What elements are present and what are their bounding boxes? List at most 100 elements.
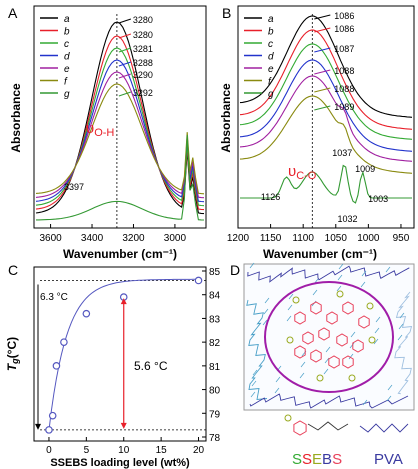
panel-a-legend-label-a: a xyxy=(64,14,70,25)
pva-oh xyxy=(361,270,367,277)
panel-b-spectrum-f xyxy=(239,95,413,174)
sulfonate-group xyxy=(366,302,374,310)
panel-a-legend-label-d: d xyxy=(64,52,70,63)
pva-oh xyxy=(252,369,258,376)
pva-oh xyxy=(362,399,368,406)
pva-oh xyxy=(325,346,331,353)
pva-chain xyxy=(394,291,413,395)
panel-b-xtick-label: 950 xyxy=(393,233,410,244)
panel-b-spectrum-g xyxy=(240,164,412,204)
panel-b-letter: B xyxy=(222,5,231,21)
panel-c-ylabel-sub: g xyxy=(10,358,20,365)
legend-molecules xyxy=(284,414,409,433)
panel-b-xtick-label: 1200 xyxy=(227,233,250,244)
panel-a-peak-pointer-e xyxy=(118,73,132,79)
pva-chain xyxy=(247,265,410,283)
panel-c-ylabel-unit: (°C) xyxy=(5,337,19,358)
panel-b-spectrum-e xyxy=(239,75,413,162)
panel-a-peak-label-a: 3280 xyxy=(133,15,153,25)
panel-c-ylabel: Tg(°C) xyxy=(5,337,20,371)
panel-a-mode-label: υO-H xyxy=(86,120,114,139)
pva-oh xyxy=(262,319,268,326)
pva-oh xyxy=(251,380,257,387)
panel-a-peak-label-d: 3288 xyxy=(133,58,153,68)
panel-a-xlabel: Wavenumber (cm⁻¹) xyxy=(63,247,177,261)
panel-b-legend-label-f: f xyxy=(268,77,272,88)
panel-a-xtick-label: 3200 xyxy=(122,233,145,244)
legend-ssebs-letter: B xyxy=(322,451,332,468)
panel-c: C Tg(°C) SSEBS loading level (wt%) 0 5 10 1… xyxy=(5,262,221,469)
legend-sulfonate xyxy=(284,414,292,422)
panel-c-point xyxy=(82,309,91,318)
panel-a: A Absorbance Wavenumber (cm⁻¹) 3600 3400 3… xyxy=(8,5,207,261)
panel-a-peak-label-g: 3292 xyxy=(133,88,153,98)
pva-oh xyxy=(274,387,280,394)
panel-c-point xyxy=(194,276,203,285)
pva-oh xyxy=(387,384,393,391)
panel-b-mode-label: υC-O xyxy=(288,163,317,182)
panel-d-letter: D xyxy=(230,262,240,278)
panel-a-legend-label-g: g xyxy=(64,89,70,100)
panel-b-xtick-label: 1150 xyxy=(260,233,282,244)
ssebs-ring xyxy=(310,349,322,363)
pva-oh xyxy=(264,297,270,304)
panel-b-spectra xyxy=(239,15,413,204)
pva-oh xyxy=(348,353,354,360)
panel-c-ytick-label: 79 xyxy=(209,409,221,420)
panel-c-ytick-label: 82 xyxy=(209,338,221,349)
panel-a-peak-pointer-c xyxy=(118,47,132,53)
panel-a-spectrum-e xyxy=(35,71,205,199)
panel-a-mode-sub: O-H xyxy=(94,127,114,139)
sulfonate-group xyxy=(348,374,356,382)
panel-b-spectrum-b xyxy=(239,29,413,130)
sulfonate-group xyxy=(292,296,300,304)
panel-c-xlabel: SSEBS loading level (wt%) xyxy=(50,457,190,469)
panel-b-legend-label-b: b xyxy=(268,27,274,38)
panel-b-annot-1037: 1037 xyxy=(332,148,352,158)
pva-oh xyxy=(286,315,292,322)
pva-oh xyxy=(287,304,293,311)
panel-a-legend-label-b: b xyxy=(64,27,70,38)
panel-c-arrows xyxy=(35,284,127,430)
panel-c-xtick-label: 0 xyxy=(46,445,52,456)
pva-oh xyxy=(375,316,381,323)
panel-b-legend-label-d: d xyxy=(268,52,274,63)
panel-b-peak-label-d: 1087 xyxy=(334,44,354,54)
panel-b-xtick-label: 1100 xyxy=(292,233,314,244)
panel-c-ytick-label: 81 xyxy=(209,362,221,373)
panel-b-annot-1126: 1126 xyxy=(261,192,280,202)
panel-a-peak-pointer-b xyxy=(118,33,132,39)
pva-oh xyxy=(275,376,281,383)
ssebs-ring xyxy=(294,311,306,325)
ssebs-ring xyxy=(318,327,330,341)
panel-c-letter: C xyxy=(8,262,18,278)
panel-c-point xyxy=(45,426,53,434)
pva-oh xyxy=(397,334,403,341)
pva-oh xyxy=(338,263,344,270)
panel-a-peak-label-c: 3281 xyxy=(133,44,153,54)
panel-a-spectrum-g xyxy=(36,134,205,221)
phase-ellipse xyxy=(264,281,394,393)
panel-b-peak-label-g: 1089 xyxy=(334,102,354,112)
legend-ssebs-letter: S xyxy=(302,451,312,468)
ssebs-ring xyxy=(302,331,314,345)
ssebs-ring xyxy=(342,301,354,315)
legend-ssebs-ring xyxy=(293,420,307,436)
sulfonate-group xyxy=(286,336,294,344)
panel-b-peak-label-b: 1086 xyxy=(334,24,354,34)
panel-b-xticks: 1200 1150 1100 1050 1000 950 xyxy=(227,224,410,244)
pva-oh xyxy=(337,274,343,281)
panel-b-peak-pointer-d xyxy=(314,47,331,53)
panel-a-xtick-label: 3600 xyxy=(39,233,62,244)
panel-a-spectrum-c xyxy=(35,47,205,207)
pva-oh xyxy=(350,331,356,338)
pva-oh xyxy=(373,338,379,345)
panel-a-spectra xyxy=(35,21,205,221)
ssebs-ring xyxy=(310,301,322,315)
ssebs-ring xyxy=(358,315,370,329)
pva-oh xyxy=(323,368,329,375)
